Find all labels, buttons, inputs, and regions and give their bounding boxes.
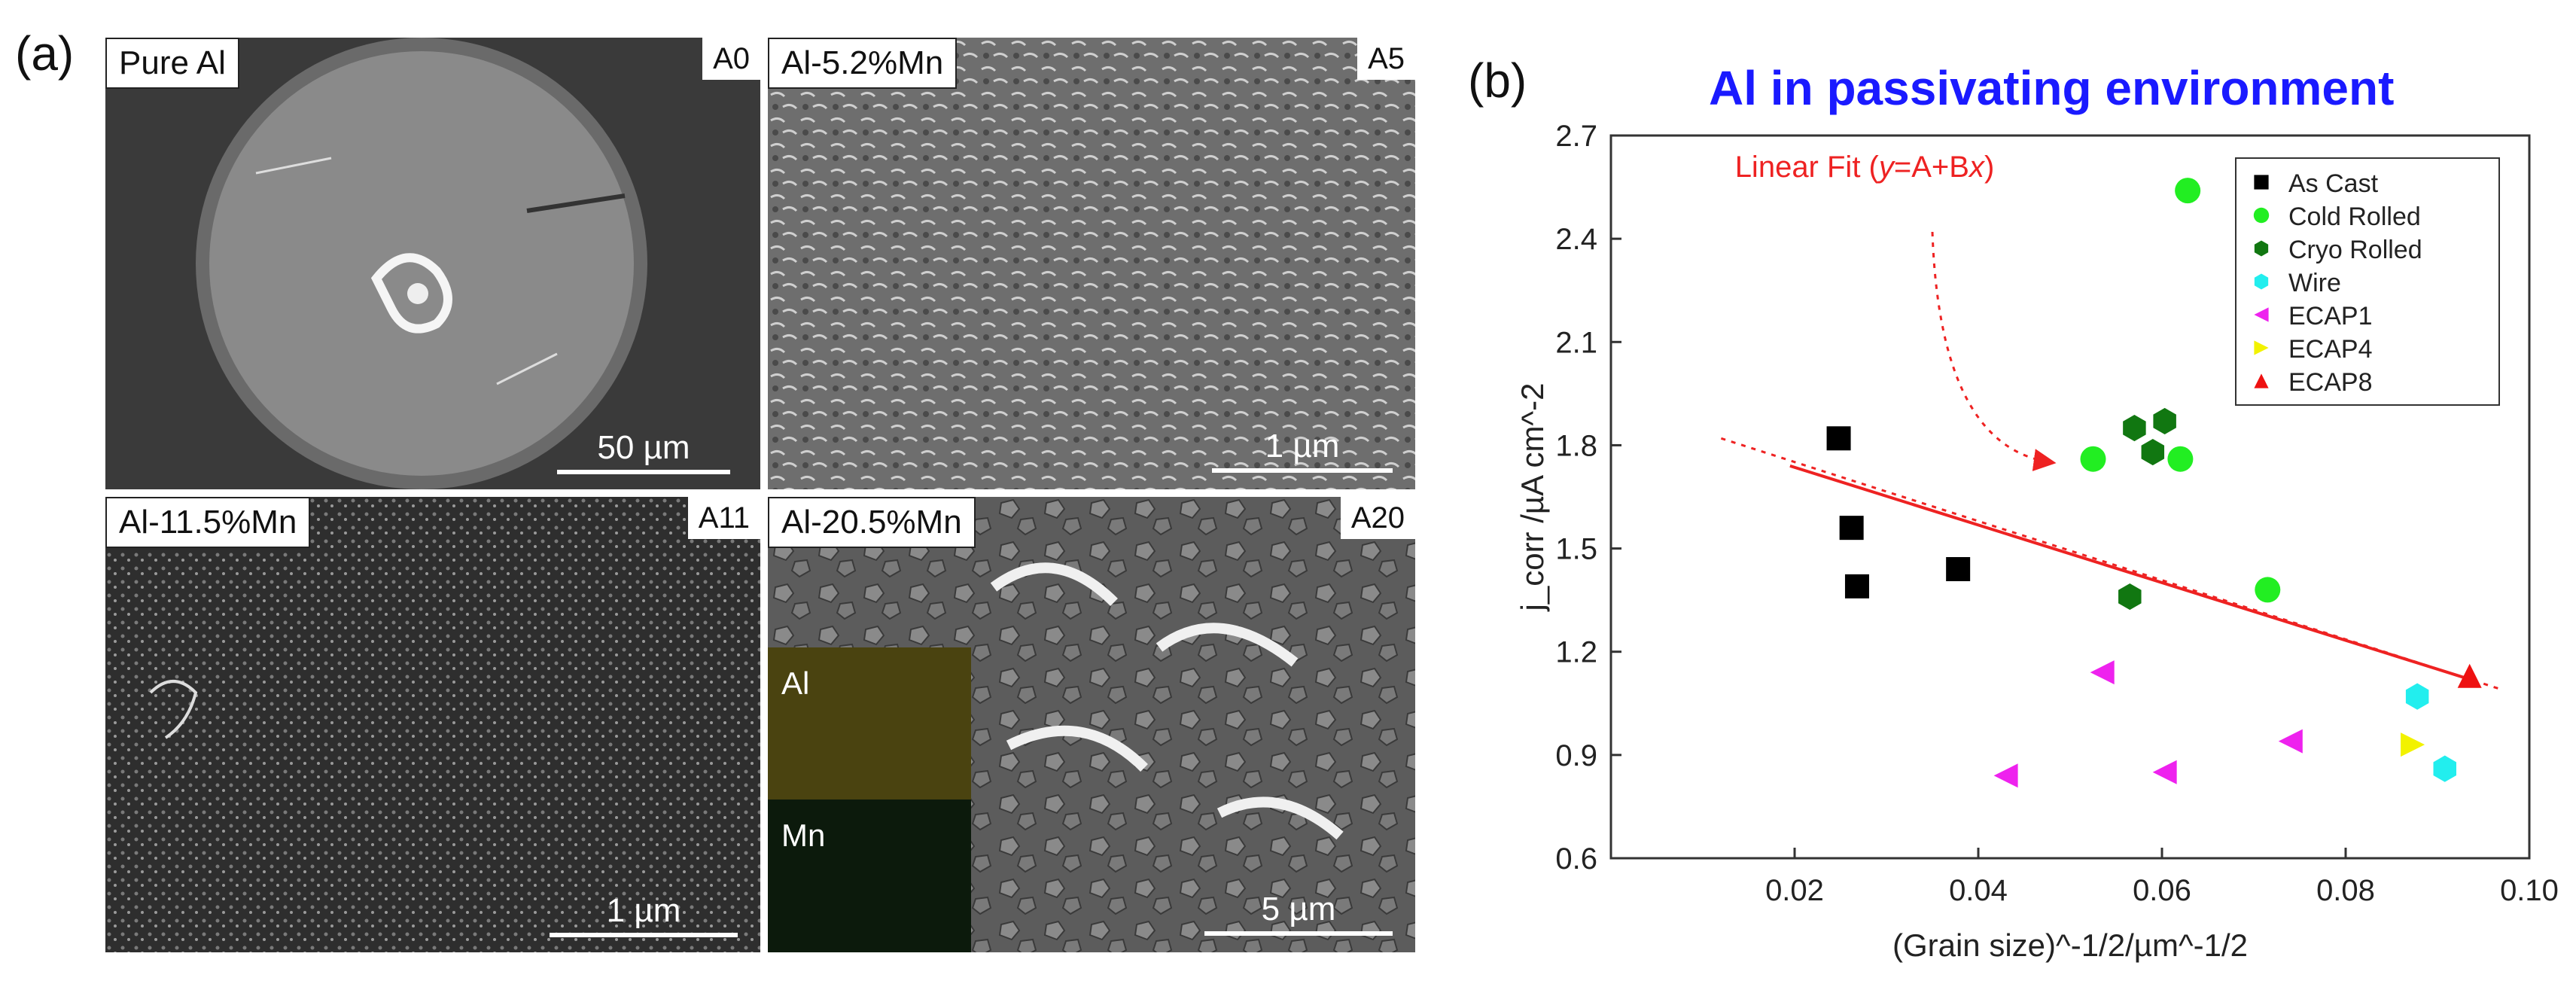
legend-marker — [2253, 207, 2270, 224]
legend-item: Cold Rolled — [2253, 203, 2421, 231]
y-tick-label: 2.7 — [1555, 120, 1597, 153]
data-point — [1826, 426, 1851, 451]
data-point — [2090, 660, 2115, 685]
legend-marker — [2254, 240, 2269, 257]
x-tick-label: 0.04 — [1949, 874, 2008, 907]
fit-line — [1789, 464, 2471, 681]
chart-axes: 0.02 0.04 0.06 0.08 0.10 0.6 0.9 1.2 1.5 1.8 2.1 2.… — [1515, 120, 2559, 963]
legend-label: ECAP4 — [2288, 335, 2373, 364]
data-point — [1839, 516, 1864, 541]
legend-label: ECAP1 — [2288, 302, 2373, 330]
panel-b-letter: (b) — [1468, 53, 1527, 108]
x-tick-label: 0.10 — [2500, 874, 2559, 907]
data-point — [2401, 732, 2425, 757]
y-tick-label: 1.2 — [1555, 636, 1597, 669]
data-point — [2153, 407, 2176, 435]
y-axis-label: j_corr /µA cm^-2 — [1515, 383, 1550, 613]
sem-label: Al-11.5%Mn — [105, 497, 311, 549]
legend-item: Cryo Rolled — [2254, 236, 2422, 264]
eds-map-al-label: Al — [781, 665, 810, 701]
data-point — [2118, 583, 2142, 611]
panel-a-letter: (a) — [15, 26, 75, 81]
y-tick-label: 2.1 — [1555, 326, 1597, 359]
legend-label: Cryo Rolled — [2288, 236, 2422, 264]
sem-label: Al-20.5%Mn — [768, 497, 976, 549]
legend-marker — [2254, 175, 2269, 190]
x-tick-label: 0.08 — [2316, 874, 2375, 907]
data-point — [2080, 446, 2106, 472]
chart-points — [1826, 178, 2482, 788]
x-tick-label: 0.02 — [1765, 874, 1824, 907]
linear-fit: Linear Fit (y=A+Bx) — [1720, 151, 2502, 691]
data-point — [1844, 574, 1869, 598]
data-point — [2278, 729, 2303, 754]
legend-item: ECAP4 — [2254, 335, 2373, 364]
data-point — [2175, 178, 2201, 204]
scale-bar: 1 µm — [1212, 428, 1393, 473]
legend-item: ECAP8 — [2254, 368, 2373, 397]
sem-code: A0 — [702, 38, 760, 80]
scatter-chart: 0.02 0.04 0.06 0.08 0.10 0.6 0.9 1.2 1.5 1.8 2.1 2.… — [1515, 120, 2559, 963]
sem-image-al-20-5-mn: Al Mn Al-20.5%Mn A20 5 µm — [768, 497, 1415, 952]
legend-item: As Cast — [2254, 169, 2379, 198]
legend-item: Wire — [2254, 269, 2341, 297]
data-point — [2123, 414, 2146, 442]
sem-code: A20 — [1340, 497, 1415, 539]
fit-arrow — [1931, 231, 2057, 471]
eds-map-mn: Mn — [768, 800, 971, 952]
eds-map-al: Al — [768, 647, 971, 800]
legend-marker — [2254, 373, 2269, 388]
sem-code: A5 — [1357, 38, 1415, 80]
scale-bar: 5 µm — [1204, 891, 1393, 936]
data-point — [2152, 760, 2177, 784]
sem-code: A11 — [687, 497, 760, 539]
fit-label: Linear Fit (y=A+Bx) — [1735, 151, 1995, 184]
data-point — [1946, 557, 1971, 581]
data-point — [2255, 577, 2281, 603]
x-tick-label: 0.06 — [2133, 874, 2191, 907]
data-point — [2457, 663, 2482, 688]
legend-box — [2235, 157, 2500, 406]
data-point — [2405, 683, 2429, 710]
data-point — [1993, 763, 2018, 788]
chart-title: Al in passivating environment — [1709, 61, 2395, 115]
scale-bar-label: 5 µm — [1261, 891, 1336, 927]
eds-map-mn-label: Mn — [781, 818, 826, 853]
data-point — [2167, 446, 2194, 472]
scale-bar: 1 µm — [550, 892, 738, 937]
chart-legend: As Cast Cold Rolled Cryo Rolled Wire ECAP1 EC… — [2235, 157, 2500, 406]
x-axis-label: (Grain size)^-1/2/µm^-1/2 — [1892, 927, 2248, 963]
legend-marker — [2254, 273, 2269, 290]
legend-label: Wire — [2288, 269, 2341, 297]
y-tick-label: 0.6 — [1555, 842, 1597, 876]
scale-bar: 50 µm — [557, 429, 730, 474]
y-tick-label: 2.4 — [1555, 223, 1597, 256]
sem-label: Al-5.2%Mn — [768, 38, 958, 90]
y-tick-label: 1.8 — [1555, 429, 1597, 462]
legend-marker — [2254, 340, 2269, 355]
legend-label: ECAP8 — [2288, 368, 2373, 397]
legend-label: As Cast — [2288, 169, 2379, 198]
y-tick-label: 0.9 — [1555, 739, 1597, 772]
data-point — [2141, 438, 2165, 466]
scale-bar-label: 50 µm — [597, 429, 690, 466]
legend-marker — [2254, 307, 2269, 322]
scale-bar-label: 1 µm — [1265, 428, 1340, 464]
plot-frame — [1609, 134, 2531, 860]
scale-bar-label: 1 µm — [606, 892, 681, 929]
legend-label: Cold Rolled — [2288, 203, 2421, 231]
sem-image-pure-al: Pure Al A0 50 µm — [105, 38, 760, 489]
sem-label: Pure Al — [105, 38, 239, 90]
legend-item: ECAP1 — [2254, 302, 2373, 330]
data-point — [2433, 755, 2457, 782]
y-tick-label: 1.5 — [1555, 533, 1597, 566]
sem-image-al-5-2-mn: Al-5.2%Mn A5 1 µm — [768, 38, 1415, 489]
sem-image-al-11-5-mn: Al-11.5%Mn A11 1 µm — [105, 497, 760, 952]
